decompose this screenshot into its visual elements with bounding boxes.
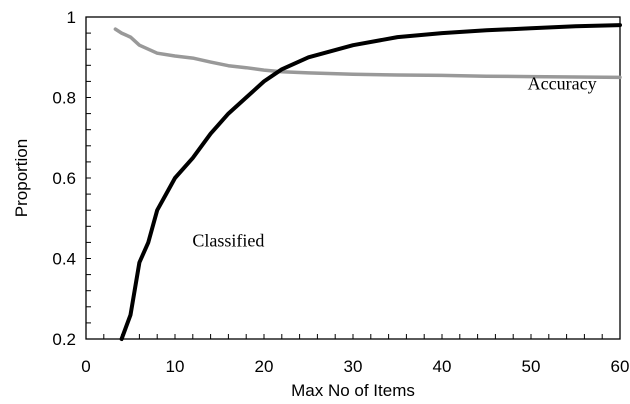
x-tick-label: 0 — [81, 357, 90, 376]
y-axis-title: Proportion — [12, 139, 31, 217]
series-line-classified — [119, 23, 622, 341]
x-tick-label: 50 — [522, 357, 541, 376]
y-tick-label: 0.2 — [52, 330, 76, 349]
y-tick-label: 0.8 — [52, 89, 76, 108]
x-tick-label: 60 — [611, 357, 630, 376]
series-annotation: Accuracy — [528, 73, 597, 93]
x-tick-label: 30 — [344, 357, 363, 376]
plot-area — [85, 16, 621, 340]
y-tick-label: 1 — [67, 8, 76, 27]
x-tick-label: 20 — [255, 357, 274, 376]
x-tick-labels: 0 10 20 30 40 50 60 — [81, 357, 629, 376]
x-axis-title: Max No of Items — [291, 381, 415, 400]
minor-ticks — [85, 16, 621, 340]
annotations: Accuracy Classified — [192, 73, 596, 250]
y-tick-label: 0.4 — [52, 250, 76, 269]
series-lines — [113, 23, 622, 341]
series-line-accuracy — [113, 27, 622, 80]
y-tick-labels: 0.2 0.4 0.6 0.8 1 — [52, 8, 76, 349]
x-tick-label: 40 — [433, 357, 452, 376]
y-tick-label: 0.6 — [52, 169, 76, 188]
series-annotation: Classified — [192, 230, 264, 250]
x-tick-label: 10 — [166, 357, 185, 376]
